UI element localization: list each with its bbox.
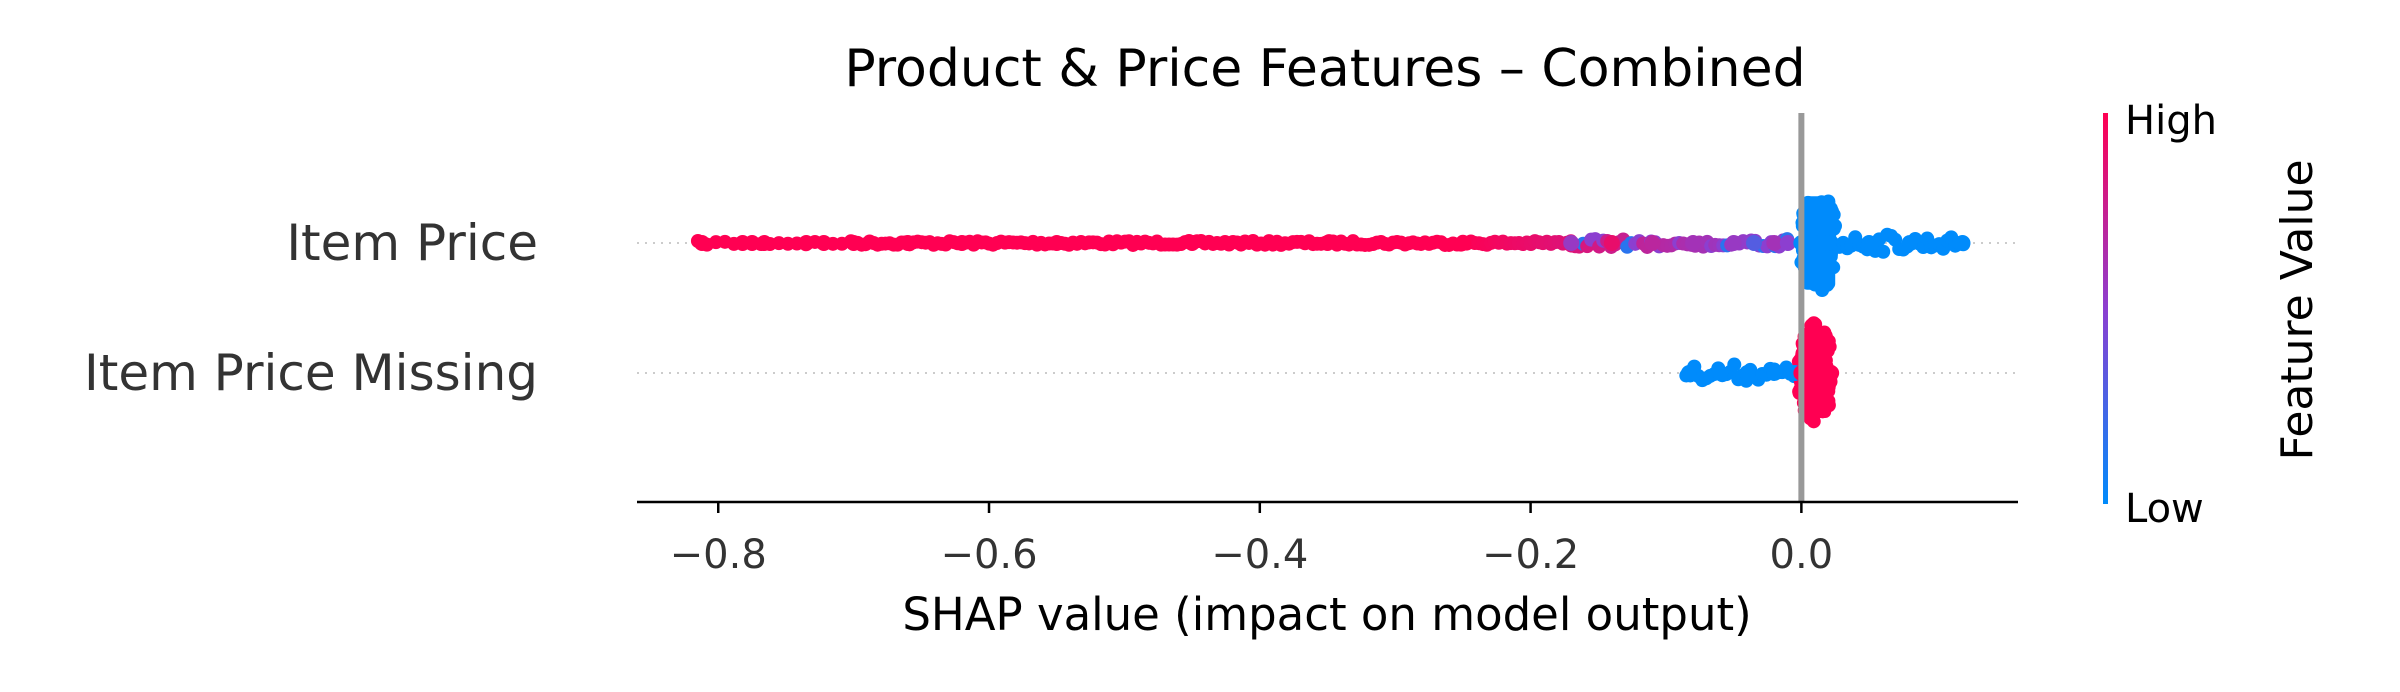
shap-point <box>744 235 761 251</box>
shap-point <box>1184 235 1201 251</box>
shap-point <box>1727 357 1742 372</box>
colorbar-low-label: Low <box>2125 486 2204 532</box>
shap-point <box>1603 235 1620 251</box>
shap-point <box>1319 235 1336 251</box>
feature-label: Item Price <box>286 214 538 272</box>
shap-point <box>1712 365 1729 381</box>
colorbar-title: Feature Value <box>2272 159 2323 460</box>
chart-title: Product & Price Features – Combined <box>844 39 1805 99</box>
x-tick-label: −0.2 <box>1482 532 1579 578</box>
shap-point <box>1680 365 1697 381</box>
shap-point <box>953 235 970 251</box>
shap-point <box>1644 235 1661 251</box>
shap-point <box>1820 235 1837 251</box>
shap-point <box>1954 235 1971 251</box>
shap-point <box>1563 235 1580 251</box>
shap-point <box>1454 235 1471 251</box>
shap-point <box>693 235 710 251</box>
shap-point <box>1766 235 1783 251</box>
shap-point <box>1861 235 1878 251</box>
shap-point <box>1806 235 1823 251</box>
colorbar-high-label: High <box>2125 98 2217 144</box>
shap-point <box>1779 235 1796 251</box>
shap-point <box>798 235 815 251</box>
feature-rows: Item Price Item Price Missing <box>84 214 2018 402</box>
shap-point <box>1766 365 1783 381</box>
shap-point <box>1725 235 1742 251</box>
shap-point <box>899 235 916 251</box>
shap-point <box>1901 235 1918 251</box>
x-tick-label: −0.4 <box>1211 532 1308 578</box>
shap-point <box>756 235 773 251</box>
shap-point <box>1823 365 1840 381</box>
x-axis-label: SHAP value (impact on model output) <box>902 588 1751 641</box>
shap-point <box>815 235 832 251</box>
shap-point <box>845 235 862 251</box>
shap-point <box>1685 235 1702 251</box>
colorbar <box>2103 113 2108 504</box>
x-tick-label: −0.8 <box>670 532 767 578</box>
shap-point <box>1048 235 1065 251</box>
x-axis-ticks: −0.8 −0.6 −0.4 −0.2 0.0 <box>670 502 1834 578</box>
shap-point <box>1739 365 1756 381</box>
shap-point <box>1876 244 1891 259</box>
feature-label: Item Price Missing <box>84 344 538 402</box>
shap-point <box>1745 235 1762 251</box>
x-tick-label: −0.6 <box>940 532 1037 578</box>
x-tick-label: 0.0 <box>1770 532 1834 578</box>
shap-points <box>690 194 1971 429</box>
